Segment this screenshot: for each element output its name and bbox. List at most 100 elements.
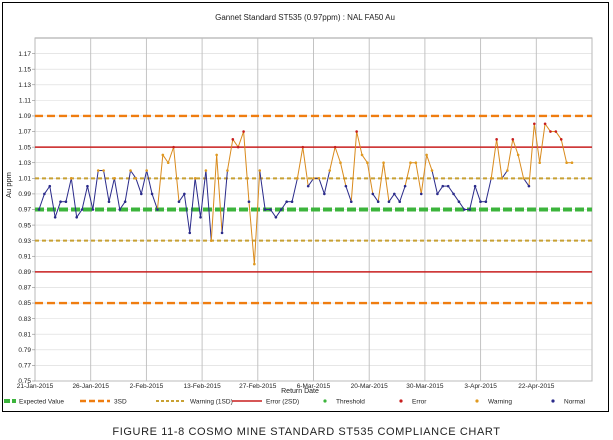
series-segment xyxy=(108,178,115,202)
series-segment xyxy=(43,185,51,195)
y-tick-label: 1.07 xyxy=(18,129,31,136)
data-point xyxy=(80,208,84,211)
data-point xyxy=(511,138,515,141)
legend-item: Normal xyxy=(551,398,586,405)
x-tick-label: 20-Mar-2015 xyxy=(351,383,389,390)
x-tick-label: 3-Apr-2015 xyxy=(464,383,497,390)
data-point xyxy=(559,138,563,141)
data-point xyxy=(183,192,186,196)
data-point xyxy=(500,177,504,180)
y-tick-label: 1.05 xyxy=(18,144,31,151)
legend-item: Threshold xyxy=(323,398,365,405)
series-segment xyxy=(113,178,121,210)
axis-layer: 0.75 0.77 0.79 0.81 0.83 0.85 0.87 0.89 0.91 0.93… xyxy=(17,51,555,390)
series-segment xyxy=(323,170,331,195)
series-segment xyxy=(528,123,535,187)
series-segment xyxy=(447,185,454,195)
data-point xyxy=(274,215,278,219)
y-tick-label: 1.01 xyxy=(18,176,31,183)
series-segment xyxy=(436,185,444,195)
data-point xyxy=(446,184,450,188)
x-tick-label: 30-Mar-2015 xyxy=(406,383,444,390)
data-point xyxy=(107,200,111,204)
data-point xyxy=(129,169,132,172)
y-tick-label: 0.95 xyxy=(18,222,31,229)
series-segment xyxy=(544,123,551,132)
data-point xyxy=(366,161,369,165)
series-segment xyxy=(135,178,142,195)
data-point xyxy=(253,262,256,266)
series-segment xyxy=(146,170,153,195)
data-point xyxy=(242,130,245,133)
data-point xyxy=(177,200,181,204)
data-point xyxy=(495,138,498,141)
data-point xyxy=(226,169,229,172)
data-point xyxy=(538,161,541,165)
data-point xyxy=(269,208,272,211)
data-point xyxy=(75,215,78,219)
series-segment xyxy=(372,193,379,202)
series-segment xyxy=(70,178,78,218)
y-tick-label: 1.09 xyxy=(18,113,31,120)
data-point xyxy=(123,200,127,204)
figure-caption: FIGURE 11-8 COSMO MINE STANDARD ST535 CO… xyxy=(112,426,501,438)
data-point xyxy=(70,177,73,180)
series-segment xyxy=(210,154,218,241)
series-segment xyxy=(205,170,212,241)
data-point xyxy=(301,145,305,149)
series-segment xyxy=(178,193,185,202)
legend-item: Error (2SD) xyxy=(232,398,299,405)
x-tick-label: 27-Feb-2015 xyxy=(239,383,277,390)
series-segment xyxy=(431,170,438,195)
series-segment xyxy=(366,162,374,194)
legend-swatch xyxy=(475,399,479,403)
y-tick-label: 0.81 xyxy=(18,331,31,338)
y-tick-label: 0.97 xyxy=(18,207,31,214)
y-tick-label: 0.79 xyxy=(18,347,31,354)
data-point xyxy=(452,192,455,196)
series-segment xyxy=(124,170,132,202)
data-point xyxy=(59,200,62,204)
legend-label: Warning xyxy=(488,398,512,405)
data-point xyxy=(387,200,391,204)
data-point xyxy=(565,161,568,165)
series-segment xyxy=(377,162,385,202)
x-tick-label: 13-Feb-2015 xyxy=(183,383,221,390)
reference-lines xyxy=(35,114,592,305)
data-point xyxy=(473,184,477,188)
series-segment xyxy=(318,178,325,195)
data-point xyxy=(360,153,364,157)
data-point xyxy=(220,231,224,235)
series-segment xyxy=(130,170,137,179)
series-segment xyxy=(65,178,72,202)
data-point xyxy=(339,161,342,165)
legend-label: Error xyxy=(412,398,427,405)
data-point xyxy=(328,169,332,172)
data-point xyxy=(279,208,283,211)
series-segment xyxy=(555,131,562,140)
y-tick-label: 0.91 xyxy=(18,253,31,260)
data-point xyxy=(166,161,170,165)
data-point xyxy=(468,208,472,211)
legend-label: Normal xyxy=(564,398,586,405)
legend-label: Threshold xyxy=(336,398,365,405)
series-segment xyxy=(388,193,395,202)
series-segment xyxy=(539,123,546,163)
x-tick-label: 21-Jan-2015 xyxy=(17,383,54,390)
series-segment xyxy=(307,178,314,187)
y-tick-label: 0.83 xyxy=(18,316,31,323)
data-point xyxy=(285,200,288,204)
data-point xyxy=(150,192,154,196)
series-segment xyxy=(420,154,428,194)
y-tick-label: 1.15 xyxy=(18,66,31,73)
series-segment xyxy=(426,154,433,171)
y-tick-label: 0.93 xyxy=(18,238,31,245)
legend-label: Error (2SD) xyxy=(266,398,299,405)
data-point xyxy=(323,192,326,196)
legend-item: 3SD xyxy=(80,398,127,405)
series-segment xyxy=(393,193,401,202)
data-point xyxy=(209,239,213,242)
data-point xyxy=(398,200,402,204)
data-point xyxy=(156,208,159,211)
series-layer xyxy=(37,122,574,266)
